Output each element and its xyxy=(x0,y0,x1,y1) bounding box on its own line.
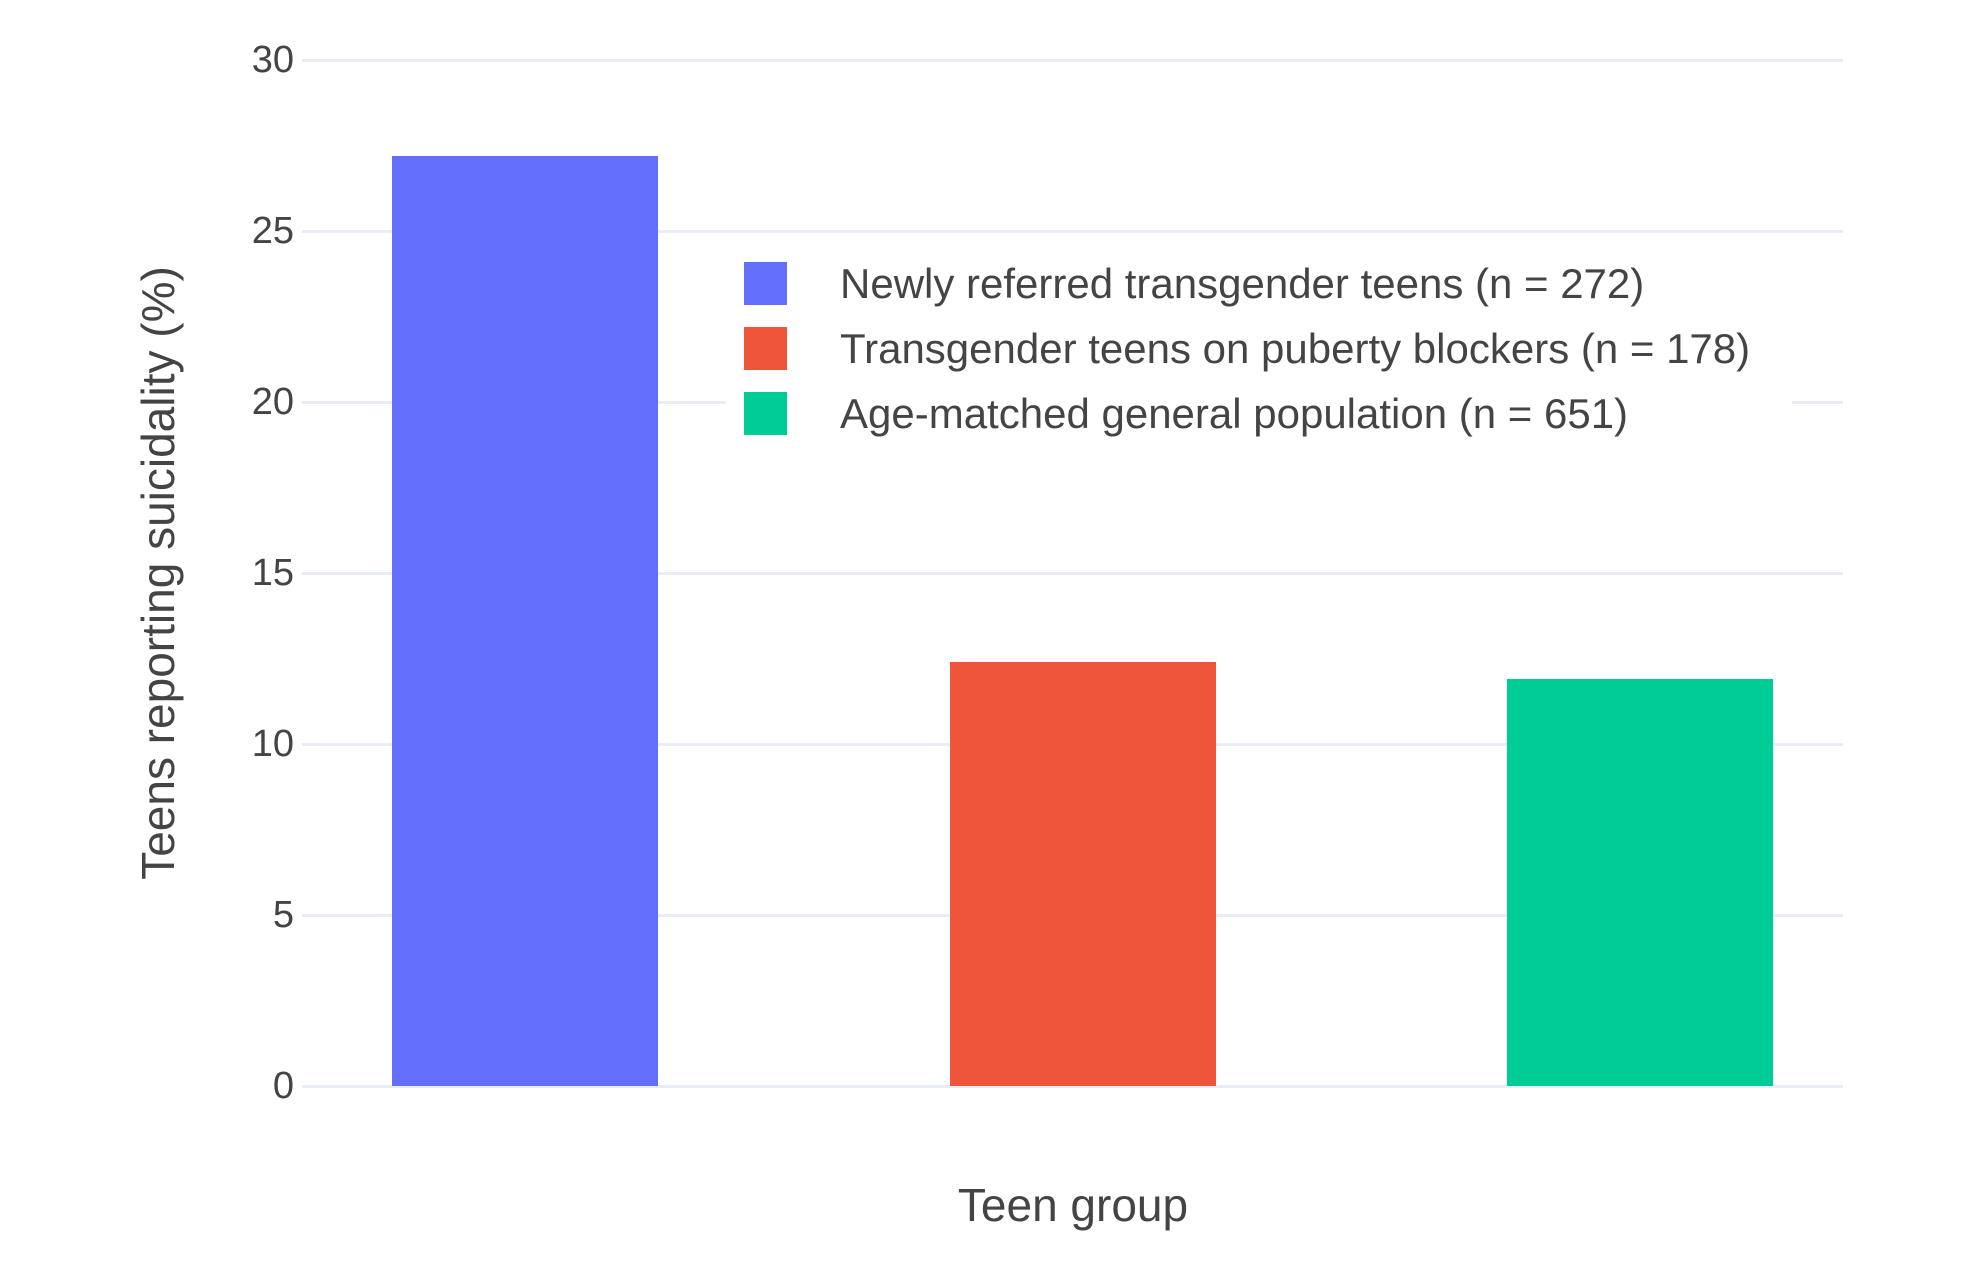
legend-item-newly-referred-transgender-teens[interactable]: Newly referred transgender teens (n = 27… xyxy=(744,262,1792,305)
y-tick-label: 0 xyxy=(272,1065,294,1107)
bar-age-matched-general-population[interactable] xyxy=(1507,679,1773,1086)
gridline xyxy=(302,58,1843,62)
bar-newly-referred-transgender-teens[interactable] xyxy=(392,155,658,1086)
legend-swatch-icon xyxy=(744,262,787,305)
legend-item-age-matched-general-population[interactable]: Age-matched general population (n = 651) xyxy=(744,392,1792,435)
y-axis-title: Teens reporting suicidality (%) xyxy=(132,266,184,880)
y-tick-label: 25 xyxy=(251,210,294,252)
y-tick-label: 10 xyxy=(251,723,294,765)
y-tick-label: 15 xyxy=(251,552,294,594)
gridline xyxy=(302,571,1843,575)
y-tick-label: 20 xyxy=(251,381,294,423)
gridline xyxy=(302,229,1843,233)
x-axis-title: Teen group xyxy=(957,1179,1189,1231)
legend-label: Transgender teens on puberty blockers (n… xyxy=(840,325,1751,372)
legend-swatch-icon xyxy=(744,392,787,435)
legend: Newly referred transgender teens (n = 27… xyxy=(726,248,1792,446)
legend-label: Newly referred transgender teens (n = 27… xyxy=(840,260,1645,307)
legend-item-transgender-teens-on-puberty-blockers[interactable]: Transgender teens on puberty blockers (n… xyxy=(744,327,1792,370)
x-axis-baseline xyxy=(302,1084,1843,1088)
legend-swatch-icon xyxy=(744,327,787,370)
y-tick-label: 30 xyxy=(251,39,294,81)
legend-label: Age-matched general population (n = 651) xyxy=(840,390,1629,437)
bar-transgender-teens-on-puberty-blockers[interactable] xyxy=(949,661,1216,1086)
y-tick-label: 5 xyxy=(272,894,294,936)
